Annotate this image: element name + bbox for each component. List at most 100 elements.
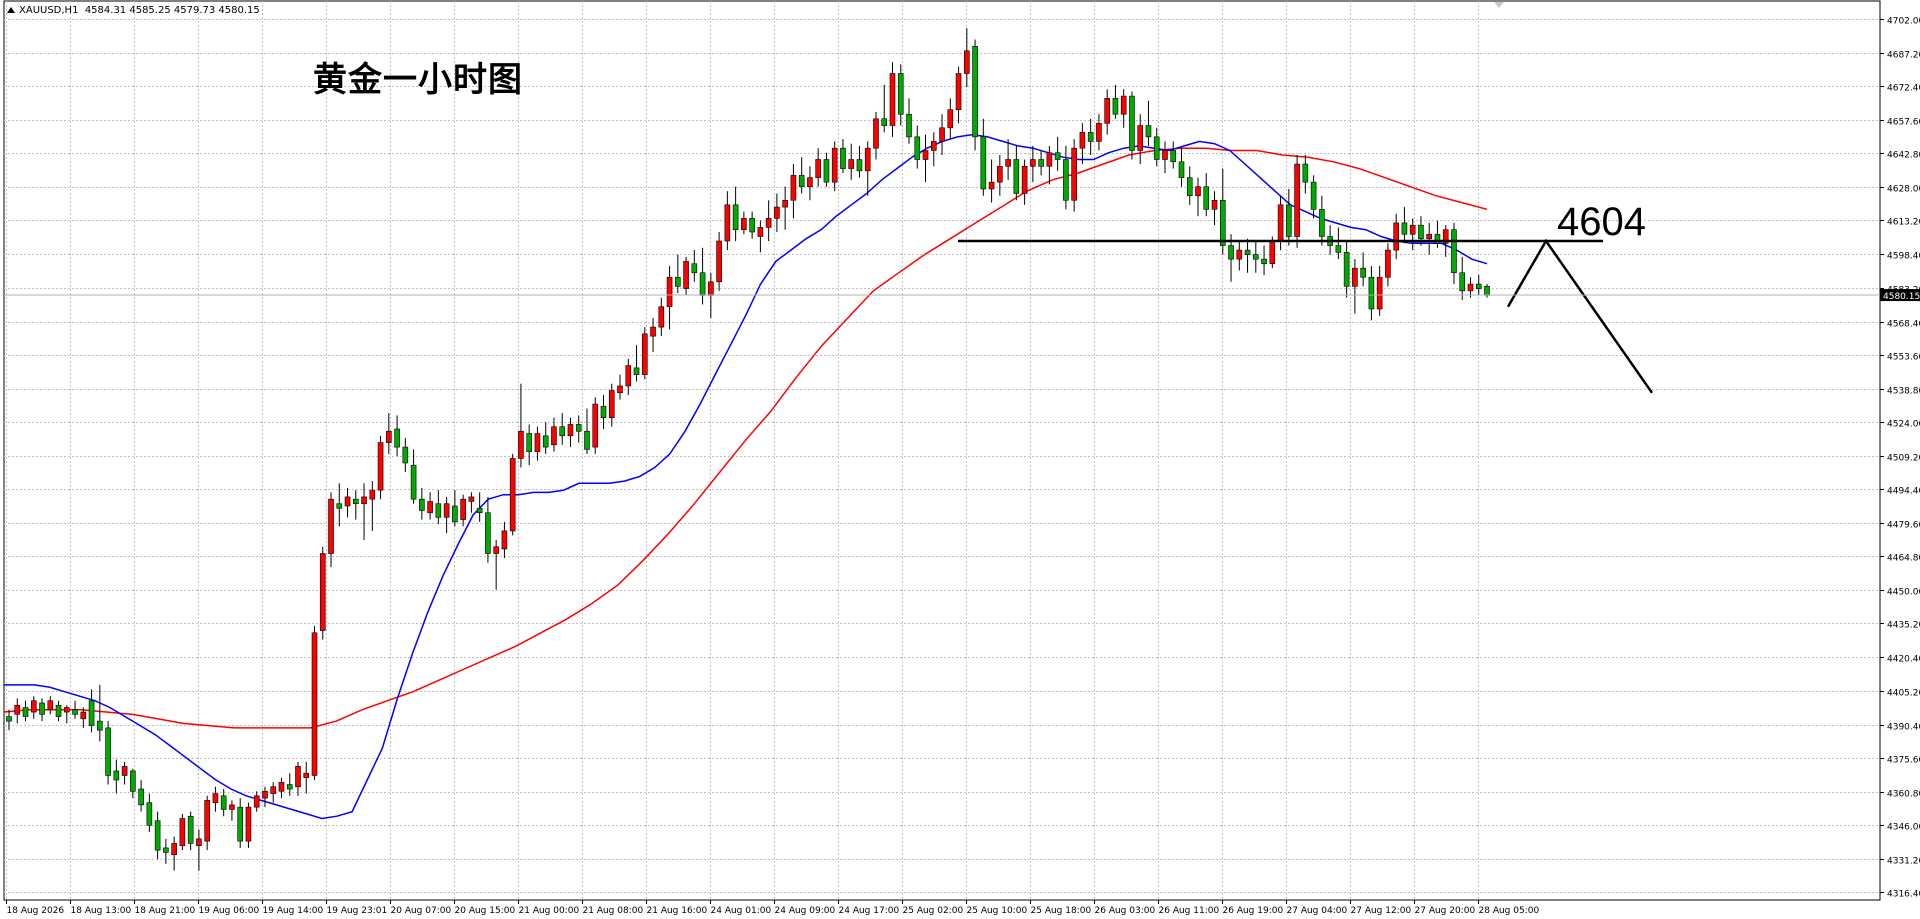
symbol-label: XAUUSD,H1 xyxy=(19,5,79,16)
candle xyxy=(641,327,648,380)
candle xyxy=(369,481,376,531)
candle-body xyxy=(1409,224,1416,235)
candle xyxy=(1096,114,1102,151)
candle xyxy=(328,492,334,568)
candle-body xyxy=(551,426,557,446)
projection-path xyxy=(1506,238,1654,394)
candle xyxy=(1120,89,1127,128)
candle xyxy=(964,28,970,88)
candle xyxy=(410,449,417,504)
candle-body xyxy=(782,199,788,208)
candle-body xyxy=(840,147,846,169)
candle xyxy=(922,134,929,183)
y-tick-label: 4360.80 xyxy=(1887,790,1920,800)
candle-body xyxy=(402,446,409,464)
candle xyxy=(63,705,70,724)
candle-body xyxy=(749,218,755,233)
y-tick-label: 4538.80 xyxy=(1887,387,1920,397)
candle xyxy=(237,798,243,848)
candle xyxy=(988,159,995,203)
candle xyxy=(1178,148,1185,187)
candle-body xyxy=(352,498,359,505)
candle xyxy=(80,707,87,728)
candle xyxy=(1021,159,1028,205)
candle-body xyxy=(1005,159,1011,167)
candle xyxy=(774,193,780,232)
candle xyxy=(617,374,623,400)
candle-body xyxy=(88,700,95,726)
candle-body xyxy=(63,707,70,713)
candle-body xyxy=(212,793,219,803)
candle-body xyxy=(1186,177,1193,197)
candle-body xyxy=(237,806,243,842)
candle-body xyxy=(988,181,995,190)
y-tick-label: 4642.80 xyxy=(1887,151,1920,161)
chart-shift-marker-icon[interactable] xyxy=(1494,2,1504,8)
candle xyxy=(352,490,359,520)
y-tick-label: 4509.20 xyxy=(1887,454,1920,464)
x-tick-label: 24 Aug 17:00 xyxy=(839,906,900,916)
candle-body xyxy=(1063,159,1069,201)
candle-body xyxy=(1401,222,1408,235)
candle-body xyxy=(906,113,912,138)
x-tick-label: 25 Aug 18:00 xyxy=(1031,906,1092,916)
candle-body xyxy=(1054,152,1061,160)
candle-body xyxy=(741,218,747,231)
x-tick-label: 27 Aug 20:00 xyxy=(1415,906,1476,916)
x-tick-label: 20 Aug 07:00 xyxy=(391,906,452,916)
candle-body xyxy=(864,147,871,172)
candle xyxy=(1360,252,1366,287)
y-tick-label: 4331.20 xyxy=(1887,857,1920,867)
candle-body xyxy=(1030,159,1036,167)
candle xyxy=(1467,277,1474,298)
candle xyxy=(1054,136,1061,171)
candle xyxy=(807,166,813,201)
time-axis[interactable]: 18 Aug 2026 18 Aug 13:00 18 Aug 21:00 19 Au… xyxy=(6,900,1540,916)
candle-body xyxy=(1195,186,1201,197)
candle-body xyxy=(1459,272,1466,292)
candle xyxy=(138,779,144,812)
candle xyxy=(47,696,54,715)
candle-body xyxy=(270,786,277,794)
candle-body xyxy=(121,766,128,776)
candle xyxy=(113,759,120,794)
candle-body xyxy=(171,843,177,856)
candle xyxy=(493,539,499,590)
candle xyxy=(831,141,838,192)
candle-body xyxy=(286,784,293,790)
candle xyxy=(575,415,582,443)
candle-body xyxy=(1475,283,1482,289)
candle xyxy=(534,426,541,461)
candle-body xyxy=(1244,249,1251,255)
candle-body xyxy=(1385,249,1391,278)
candle-body xyxy=(1393,222,1399,251)
x-tick-label: 18 Aug 2026 xyxy=(7,906,65,916)
candle-body xyxy=(930,141,937,151)
candle xyxy=(1038,150,1044,176)
y-tick-label: 4687.20 xyxy=(1887,51,1920,61)
candle-body xyxy=(848,159,855,169)
candle xyxy=(501,521,508,559)
candle-body xyxy=(1418,224,1424,240)
candle-body xyxy=(485,512,491,554)
candle-body xyxy=(757,227,764,237)
y-tick-label: 4390.40 xyxy=(1887,723,1920,733)
candle xyxy=(1046,145,1053,185)
candle xyxy=(6,709,12,731)
candle xyxy=(39,698,45,722)
candle xyxy=(1335,227,1342,260)
candle-body xyxy=(22,707,29,717)
candle-body xyxy=(1261,258,1267,264)
candle xyxy=(716,231,722,291)
candle xyxy=(650,318,656,352)
candle xyxy=(220,789,227,817)
x-tick-label: 25 Aug 10:00 xyxy=(967,906,1028,916)
candle xyxy=(790,164,797,219)
y-tick-label: 4628.00 xyxy=(1887,185,1920,195)
y-tick-label: 4464.80 xyxy=(1887,554,1920,564)
candle-body xyxy=(1096,122,1102,142)
candle xyxy=(154,811,161,860)
price-axis[interactable]: 4702.00 4687.20 4672.40 4657.60 4642.80 4628.… xyxy=(1880,17,1920,900)
candle xyxy=(1426,222,1433,255)
